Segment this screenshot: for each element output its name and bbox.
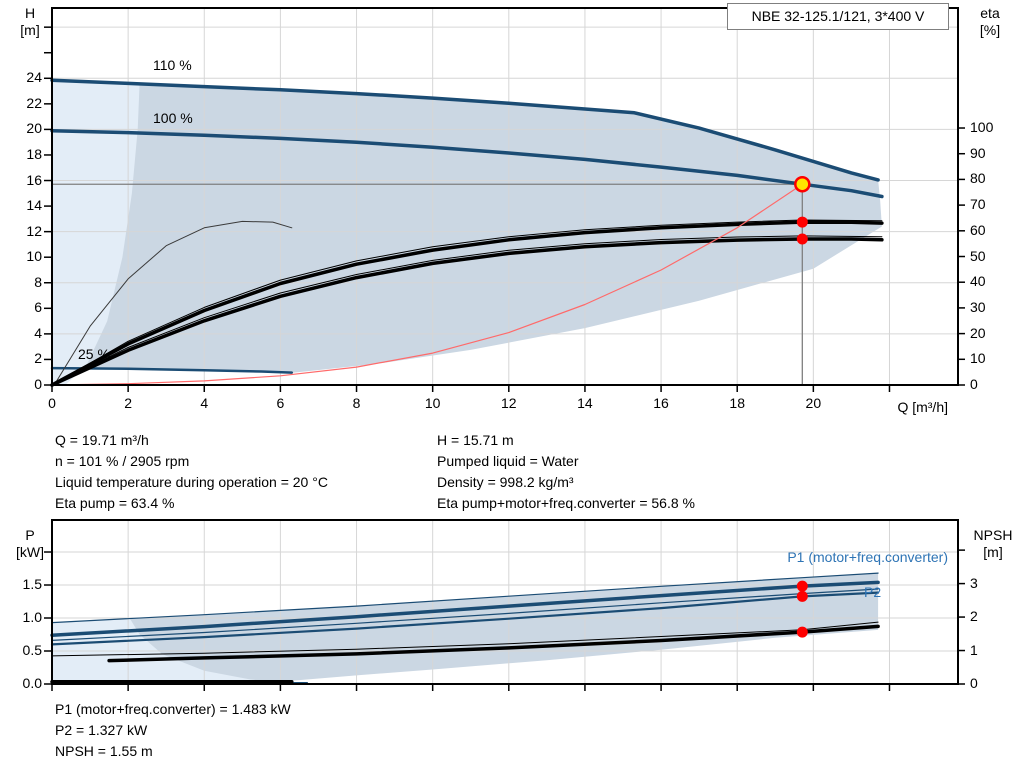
tick-label: 22 [26,94,42,111]
tick-label: 0 [34,376,42,392]
tick-label: 14 [577,395,593,411]
tick-label: 16 [26,171,42,188]
tick-label: 12 [26,222,42,239]
curve-p1-max-110pct [51,572,879,624]
tick-label: 1.5 [22,576,42,592]
tick-label: 6 [34,299,42,316]
p2-point[interactable] [796,590,808,602]
curve-speed-25pct [50,366,294,374]
tick-label: 10 [970,350,986,367]
tick-label: 20 [26,120,42,137]
tick-label: 0.5 [22,642,42,658]
tick-label: 60 [970,221,986,238]
h-axis-symbol: H [24,5,36,21]
eta-axis-unit: [%] [979,22,1001,38]
pump-title-box: NBE 32-125.1/121, 3*400 V [727,3,949,30]
info-line: Q = 19.71 m³/h [55,432,149,448]
p-axis-unit: [kW] [16,544,44,560]
tick-label: 8 [352,395,361,411]
p2-curve-label: P2 [864,584,882,600]
info-line: P2 = 1.327 kW [55,722,148,738]
power-info-block: P1 (motor+freq.converter) = 1.483 kW P2 =… [55,699,291,762]
tick-label: 6 [276,395,285,411]
h-axis-label: H [m] [12,5,48,39]
p-axis-symbol: P [25,527,35,543]
tick-label: 100 [970,119,994,135]
tick-label: 30 [970,298,986,315]
tick-label: 1 [970,641,978,658]
tick-label: 40 [970,273,986,290]
tick-label: 50 [970,247,986,264]
tick-label: 2 [970,608,978,625]
tick-label: 2 [34,350,42,367]
tick-label: 8 [34,273,42,290]
tick-label: 20 [970,324,986,341]
npsh-axis-label: NPSH [m] [964,527,1022,561]
tick-label: 70 [970,196,986,213]
tick-label: 20 [805,395,822,411]
h-axis-unit: [m] [20,22,40,38]
info-line: NPSH = 1.55 m [55,743,153,759]
tick-label: 10 [424,395,441,411]
npsh-axis-symbol: NPSH [973,527,1013,543]
curve-eta-total-thin [51,235,883,386]
tick-label: 90 [970,144,986,161]
tick-label: 1.0 [22,609,42,625]
curve-label-100pct: 100 % [153,110,193,126]
plot-frame [51,7,959,386]
npsh-axis-unit: [m] [983,544,1003,560]
curve-speed-110pct [50,78,880,182]
info-line: Eta pump = 63.4 % [55,495,175,511]
p1-point[interactable] [796,580,808,592]
info-line: Pumped liquid = Water [437,453,579,469]
duty-info-right-column: H = 15.71 m Pumped liquid = Water Density … [437,430,695,514]
p-axis-label: P [kW] [10,527,50,561]
tick-label: 24 [26,69,42,86]
tick-label: 0.0 [22,675,42,691]
tick-label: 80 [970,170,986,187]
tick-label: 2 [124,395,133,411]
eta-pump-point[interactable] [796,216,808,228]
tick-label: 0 [970,376,978,392]
curve-eta-pump-thin [51,219,883,386]
plot-frame [51,519,959,685]
q-axis-label: Q [m³/h] [897,399,948,415]
info-line: Density = 998.2 kg/m³ [437,474,574,490]
tick-label: 16 [653,395,669,411]
tick-label: 0 [48,395,56,411]
low-flow-region [52,80,140,385]
info-line: Eta pump+motor+freq.converter = 56.8 % [437,495,695,511]
tick-label: 10 [26,248,42,265]
info-line: H = 15.71 m [437,432,514,448]
duty-point[interactable] [794,175,811,193]
tick-label: 12 [501,395,517,411]
npsh-point[interactable] [796,626,808,638]
eta-axis-label: eta [%] [968,5,1012,39]
curve-label-110pct: 110 % [153,57,192,73]
tick-label: 3 [970,574,978,591]
tick-label: 4 [34,324,42,341]
tick-label: 18 [729,395,745,411]
duty-info-left-column: Q = 19.71 m³/h n = 101 % / 2905 rpm Liquid… [55,430,328,514]
curve-label-25pct: 25 % [78,346,110,362]
info-line: n = 101 % / 2905 rpm [55,453,190,469]
info-line: Liquid temperature during operation = 20… [55,474,328,490]
tick-label: 0 [970,675,978,691]
tick-label: 18 [26,145,42,162]
info-line: P1 (motor+freq.converter) = 1.483 kW [55,701,291,717]
p1-curve-label: P1 (motor+freq.converter) [787,549,948,565]
tick-label: 4 [200,395,209,411]
tick-label: 14 [26,197,42,214]
curve-system-curve [51,183,803,386]
eta-total-point[interactable] [796,233,808,245]
eta-axis-symbol: eta [980,5,1000,21]
low-flow-region [52,618,296,684]
curve-eta-reduced-speed-arc [55,220,293,383]
